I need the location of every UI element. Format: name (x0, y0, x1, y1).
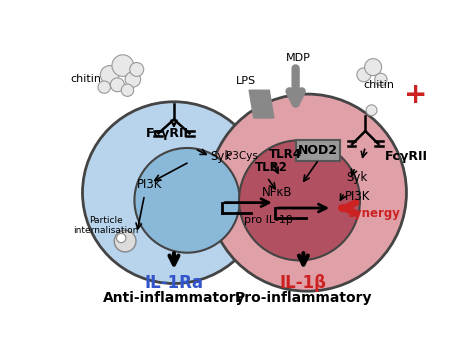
Text: NOD2: NOD2 (298, 144, 338, 157)
Polygon shape (256, 90, 267, 118)
Polygon shape (263, 90, 274, 118)
Text: synergy: synergy (347, 207, 401, 220)
Circle shape (100, 65, 119, 84)
Text: Syk: Syk (346, 171, 367, 184)
Text: +: + (404, 81, 428, 109)
Text: chitin: chitin (364, 80, 395, 90)
Circle shape (112, 55, 134, 76)
Circle shape (357, 68, 371, 82)
Text: IL-1β: IL-1β (280, 274, 327, 292)
Circle shape (98, 81, 110, 93)
Text: Syk: Syk (210, 150, 232, 163)
Circle shape (125, 72, 141, 87)
Ellipse shape (82, 102, 265, 284)
Text: MDP: MDP (285, 53, 310, 63)
Text: chitin: chitin (70, 74, 101, 85)
Text: TLR4: TLR4 (268, 148, 301, 161)
Text: Pro-inflammatory: Pro-inflammatory (235, 291, 372, 305)
Circle shape (130, 63, 144, 76)
Text: P3Cys: P3Cys (226, 152, 258, 161)
Circle shape (117, 233, 126, 243)
Circle shape (365, 59, 382, 76)
Text: FcγRII: FcγRII (385, 150, 428, 163)
Text: TLR2: TLR2 (255, 161, 287, 175)
Circle shape (121, 84, 134, 96)
Text: PI3K: PI3K (345, 190, 370, 203)
Text: FcγRII: FcγRII (146, 127, 189, 140)
Ellipse shape (208, 94, 406, 291)
Circle shape (110, 78, 124, 92)
Circle shape (374, 73, 387, 86)
Text: LPS: LPS (236, 76, 256, 86)
Text: Particle
internalisation: Particle internalisation (73, 216, 138, 235)
Text: Anti-inflammatory: Anti-inflammatory (103, 291, 245, 305)
FancyBboxPatch shape (296, 139, 340, 161)
Text: PI3K: PI3K (137, 178, 162, 192)
Circle shape (366, 105, 377, 116)
Circle shape (114, 230, 136, 252)
Text: pro IL-1β: pro IL-1β (244, 215, 293, 224)
Text: IL-1Ra: IL-1Ra (145, 274, 203, 292)
Ellipse shape (239, 140, 360, 261)
Polygon shape (249, 90, 260, 118)
Ellipse shape (135, 148, 240, 253)
Text: NFκB: NFκB (262, 186, 293, 199)
